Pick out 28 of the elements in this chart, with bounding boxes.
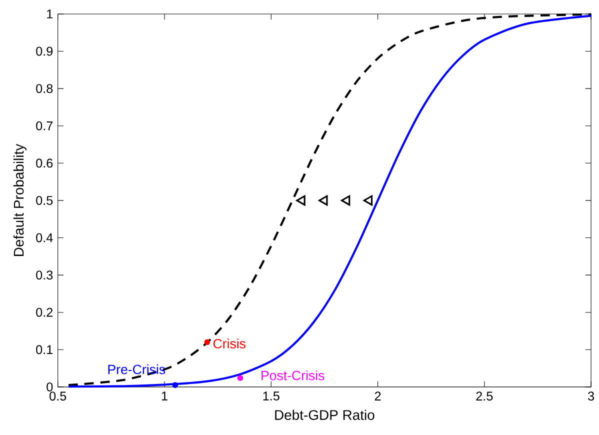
x-tick-label: 2 <box>374 392 381 401</box>
x-tick-label: 1 <box>162 392 168 400</box>
annotation: Pre-Crisis <box>108 364 166 374</box>
x-tick-label: 3 <box>588 392 594 401</box>
point <box>340 195 350 206</box>
point <box>296 195 306 206</box>
y-tick-label: 1 <box>47 10 53 18</box>
y-tick-label: 0.2 <box>36 308 53 317</box>
y-tick-label: 0 <box>46 382 53 392</box>
y-tick-label: 0.5 <box>36 196 53 206</box>
annotation: Crisis <box>213 338 246 348</box>
y-tick-label: 0.8 <box>36 84 53 94</box>
point <box>363 195 373 206</box>
y-tick-label: 0.3 <box>36 270 53 280</box>
y-tick-label: 0.7 <box>36 121 53 130</box>
y-tick-label: 0.4 <box>36 233 53 242</box>
y-tick-label: 0.9 <box>36 46 53 56</box>
y-tick-label: 0.1 <box>36 345 53 354</box>
point <box>204 339 210 346</box>
x-tick-label: 1.5 <box>263 392 280 401</box>
y-tick-label: 0.6 <box>36 158 53 168</box>
point <box>172 382 178 388</box>
x-tick-label: 2.5 <box>476 392 493 401</box>
x-axis-title: Debt-GDP Ratio <box>275 410 374 420</box>
point <box>318 195 328 206</box>
annotation: Post-Crisis <box>262 370 324 380</box>
point <box>237 375 244 382</box>
y-axis-title: Default Probability <box>13 144 26 256</box>
